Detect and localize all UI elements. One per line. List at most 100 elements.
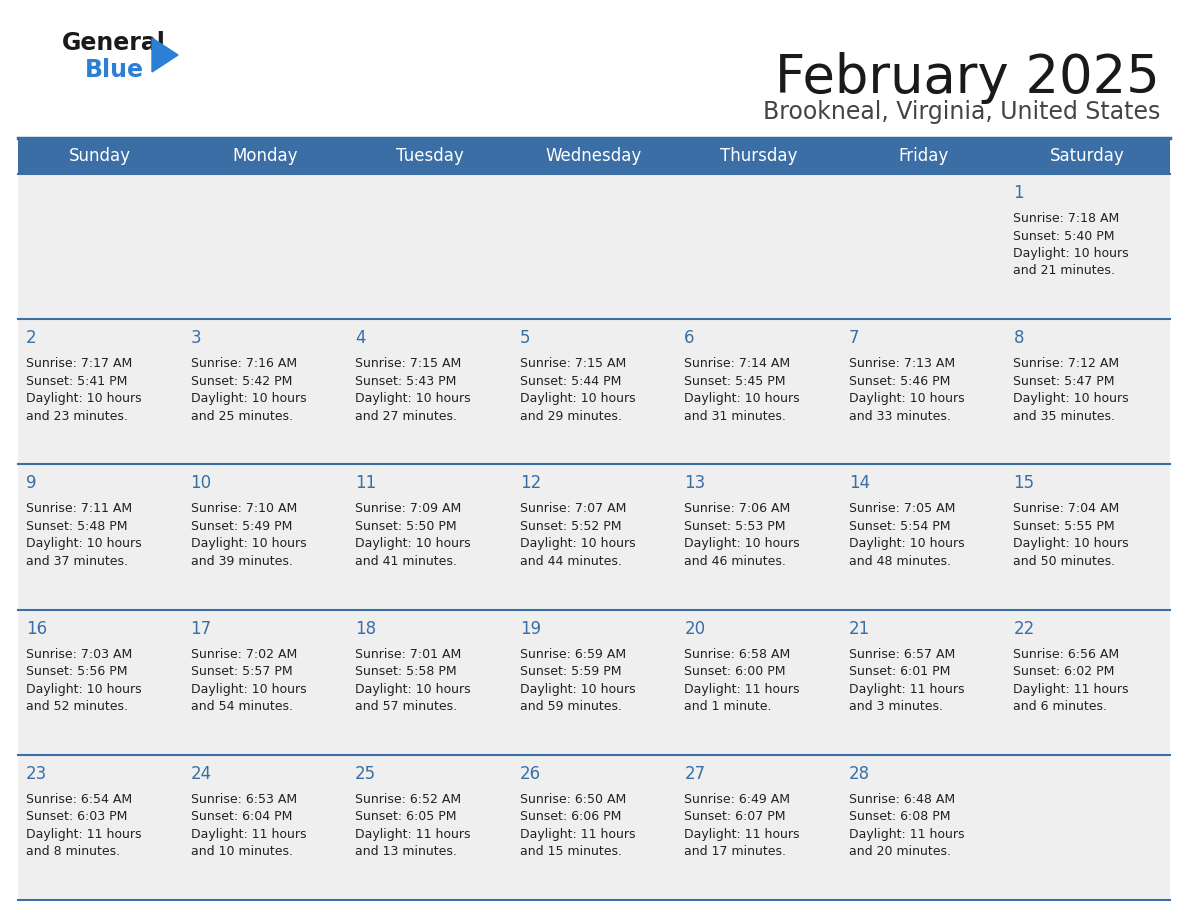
Text: and 31 minutes.: and 31 minutes. xyxy=(684,409,786,422)
Text: Daylight: 11 hours: Daylight: 11 hours xyxy=(190,828,307,841)
Text: and 29 minutes.: and 29 minutes. xyxy=(519,409,621,422)
Text: Sunrise: 7:12 AM: Sunrise: 7:12 AM xyxy=(1013,357,1119,370)
Text: and 41 minutes.: and 41 minutes. xyxy=(355,554,457,568)
Text: Daylight: 10 hours: Daylight: 10 hours xyxy=(849,392,965,405)
Text: and 1 minute.: and 1 minute. xyxy=(684,700,772,713)
Text: Daylight: 10 hours: Daylight: 10 hours xyxy=(849,537,965,551)
Text: Friday: Friday xyxy=(898,147,948,165)
Text: Thursday: Thursday xyxy=(720,147,797,165)
Text: Sunday: Sunday xyxy=(69,147,132,165)
Text: 10: 10 xyxy=(190,475,211,492)
Text: 19: 19 xyxy=(519,620,541,638)
Bar xyxy=(1005,610,1170,755)
Text: 25: 25 xyxy=(355,765,377,783)
Text: Sunrise: 7:01 AM: Sunrise: 7:01 AM xyxy=(355,647,461,661)
Text: Sunset: 5:45 PM: Sunset: 5:45 PM xyxy=(684,375,785,387)
Text: Sunset: 5:43 PM: Sunset: 5:43 PM xyxy=(355,375,456,387)
Text: and 50 minutes.: and 50 minutes. xyxy=(1013,554,1116,568)
Text: and 57 minutes.: and 57 minutes. xyxy=(355,700,457,713)
Text: Sunrise: 6:53 AM: Sunrise: 6:53 AM xyxy=(190,793,297,806)
Text: and 37 minutes.: and 37 minutes. xyxy=(26,554,128,568)
Bar xyxy=(347,138,512,174)
Bar xyxy=(841,174,1005,319)
Bar xyxy=(183,755,347,900)
Bar xyxy=(841,319,1005,465)
Text: Sunrise: 6:48 AM: Sunrise: 6:48 AM xyxy=(849,793,955,806)
Text: Sunset: 5:56 PM: Sunset: 5:56 PM xyxy=(26,666,127,678)
Text: Sunrise: 7:11 AM: Sunrise: 7:11 AM xyxy=(26,502,132,515)
Text: Sunrise: 6:49 AM: Sunrise: 6:49 AM xyxy=(684,793,790,806)
Text: Saturday: Saturday xyxy=(1050,147,1125,165)
Text: Tuesday: Tuesday xyxy=(396,147,463,165)
Text: Daylight: 10 hours: Daylight: 10 hours xyxy=(519,392,636,405)
Text: 2: 2 xyxy=(26,330,37,347)
Bar xyxy=(347,319,512,465)
Text: Sunrise: 6:52 AM: Sunrise: 6:52 AM xyxy=(355,793,461,806)
Text: and 46 minutes.: and 46 minutes. xyxy=(684,554,786,568)
Text: Sunset: 5:50 PM: Sunset: 5:50 PM xyxy=(355,520,456,533)
Bar xyxy=(347,755,512,900)
Text: 16: 16 xyxy=(26,620,48,638)
Text: and 52 minutes.: and 52 minutes. xyxy=(26,700,128,713)
Text: and 21 minutes.: and 21 minutes. xyxy=(1013,264,1116,277)
Text: Daylight: 10 hours: Daylight: 10 hours xyxy=(684,537,800,551)
Text: Sunset: 5:58 PM: Sunset: 5:58 PM xyxy=(355,666,456,678)
Text: Sunrise: 6:58 AM: Sunrise: 6:58 AM xyxy=(684,647,790,661)
Bar xyxy=(183,465,347,610)
Text: Sunrise: 7:10 AM: Sunrise: 7:10 AM xyxy=(190,502,297,515)
Bar xyxy=(512,755,676,900)
Text: 9: 9 xyxy=(26,475,37,492)
Text: February 2025: February 2025 xyxy=(776,52,1159,104)
Text: 24: 24 xyxy=(190,765,211,783)
Text: Sunrise: 7:15 AM: Sunrise: 7:15 AM xyxy=(355,357,461,370)
Text: Daylight: 10 hours: Daylight: 10 hours xyxy=(190,392,307,405)
Bar xyxy=(1005,755,1170,900)
Text: 14: 14 xyxy=(849,475,870,492)
Text: Sunset: 5:52 PM: Sunset: 5:52 PM xyxy=(519,520,621,533)
Text: and 10 minutes.: and 10 minutes. xyxy=(190,845,292,858)
Bar xyxy=(512,465,676,610)
Text: Daylight: 11 hours: Daylight: 11 hours xyxy=(26,828,141,841)
Text: Daylight: 11 hours: Daylight: 11 hours xyxy=(684,683,800,696)
Bar xyxy=(183,610,347,755)
Text: 13: 13 xyxy=(684,475,706,492)
Bar xyxy=(676,755,841,900)
Text: Sunset: 6:00 PM: Sunset: 6:00 PM xyxy=(684,666,785,678)
Text: Daylight: 10 hours: Daylight: 10 hours xyxy=(1013,392,1129,405)
Text: Sunset: 6:07 PM: Sunset: 6:07 PM xyxy=(684,811,785,823)
Text: Sunrise: 7:07 AM: Sunrise: 7:07 AM xyxy=(519,502,626,515)
Text: Sunrise: 7:18 AM: Sunrise: 7:18 AM xyxy=(1013,212,1119,225)
Text: Sunrise: 6:54 AM: Sunrise: 6:54 AM xyxy=(26,793,132,806)
Text: Daylight: 10 hours: Daylight: 10 hours xyxy=(26,392,141,405)
Bar xyxy=(183,138,347,174)
Text: Daylight: 10 hours: Daylight: 10 hours xyxy=(684,392,800,405)
Text: Sunrise: 7:02 AM: Sunrise: 7:02 AM xyxy=(190,647,297,661)
Text: Sunrise: 6:59 AM: Sunrise: 6:59 AM xyxy=(519,647,626,661)
Text: and 48 minutes.: and 48 minutes. xyxy=(849,554,950,568)
Text: Daylight: 10 hours: Daylight: 10 hours xyxy=(190,537,307,551)
Text: 6: 6 xyxy=(684,330,695,347)
Text: 22: 22 xyxy=(1013,620,1035,638)
Text: and 17 minutes.: and 17 minutes. xyxy=(684,845,786,858)
Text: Sunset: 6:04 PM: Sunset: 6:04 PM xyxy=(190,811,292,823)
Text: Daylight: 11 hours: Daylight: 11 hours xyxy=(519,828,636,841)
Text: 4: 4 xyxy=(355,330,366,347)
Text: Sunset: 5:41 PM: Sunset: 5:41 PM xyxy=(26,375,127,387)
Text: and 15 minutes.: and 15 minutes. xyxy=(519,845,621,858)
Text: and 59 minutes.: and 59 minutes. xyxy=(519,700,621,713)
Text: 17: 17 xyxy=(190,620,211,638)
Bar xyxy=(183,319,347,465)
Bar xyxy=(18,138,183,174)
Polygon shape xyxy=(152,38,178,72)
Text: Sunrise: 7:09 AM: Sunrise: 7:09 AM xyxy=(355,502,461,515)
Bar xyxy=(1005,174,1170,319)
Text: Blue: Blue xyxy=(86,58,144,82)
Bar xyxy=(676,610,841,755)
Bar xyxy=(18,319,183,465)
Text: Sunset: 5:59 PM: Sunset: 5:59 PM xyxy=(519,666,621,678)
Text: and 54 minutes.: and 54 minutes. xyxy=(190,700,292,713)
Text: 28: 28 xyxy=(849,765,870,783)
Text: Sunset: 5:54 PM: Sunset: 5:54 PM xyxy=(849,520,950,533)
Text: Brookneal, Virginia, United States: Brookneal, Virginia, United States xyxy=(763,100,1159,124)
Text: and 27 minutes.: and 27 minutes. xyxy=(355,409,457,422)
